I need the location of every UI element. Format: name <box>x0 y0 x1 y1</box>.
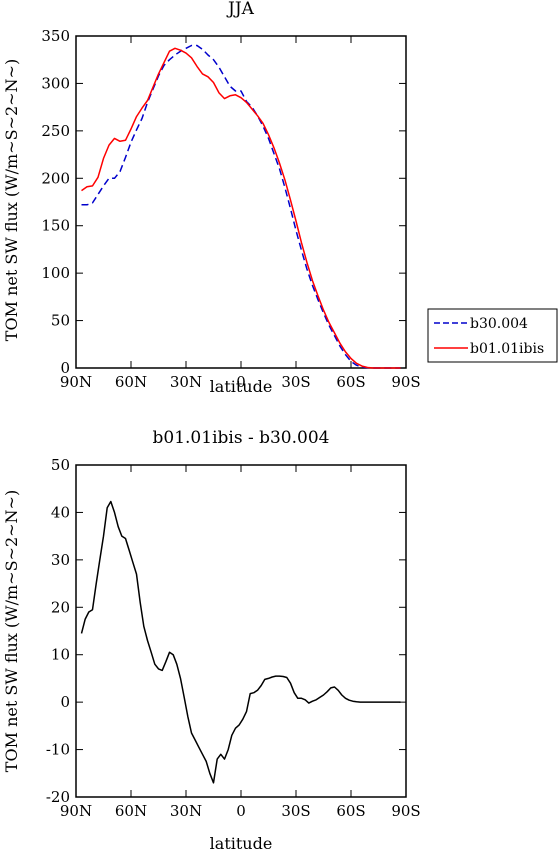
top-y-axis-label: TOM net SW flux (W/m~S~2~N~) <box>2 59 21 341</box>
bottom-x-tick-label: 60S <box>336 802 365 820</box>
bottom-y-axis: -20 -10 0 10 20 30 40 50 <box>46 456 406 806</box>
bottom-chart-title: b01.01ibis - b30.004 <box>153 428 330 448</box>
bottom-x-tick-label: 60N <box>115 802 147 820</box>
top-y-tick-label: 150 <box>41 217 70 235</box>
bottom-x-axis-label: latitude <box>210 834 273 851</box>
top-series-line-b30-004 <box>81 44 401 369</box>
top-panel: JJA 0 50 100 150 200 250 300 350 90N 60N 30N 0 30S 6… <box>2 0 421 396</box>
bottom-x-tick-label: 30N <box>170 802 202 820</box>
bottom-series-line-difference <box>80 500 401 784</box>
bottom-plot-lines <box>80 500 401 784</box>
bottom-plot-frame <box>75 464 407 798</box>
top-x-tick-label: 90N <box>60 373 92 391</box>
top-x-tick-label: 90S <box>391 373 420 391</box>
bottom-y-tick-label: 20 <box>51 598 70 616</box>
legend-label-b30: b30.004 <box>470 316 528 332</box>
bottom-y-tick-label: 40 <box>51 503 70 521</box>
top-y-tick-label: 100 <box>41 264 70 282</box>
top-y-tick-label: 200 <box>41 169 70 187</box>
top-x-tick-label: 60S <box>336 373 365 391</box>
top-x-tick-label: 0 <box>236 373 246 391</box>
top-y-tick-label: 300 <box>41 74 70 92</box>
top-y-tick-label: 0 <box>60 359 70 377</box>
legend: b30.004 b01.01ibis <box>427 308 558 363</box>
top-plot-frame <box>75 35 407 369</box>
top-chart-title: JJA <box>226 0 255 19</box>
bottom-y-tick-label: 30 <box>51 551 70 569</box>
bottom-x-tick-label: 90N <box>60 802 92 820</box>
top-y-tick-label: 50 <box>51 312 70 330</box>
bottom-x-tick-label: 30S <box>281 802 310 820</box>
top-x-tick-label: 30N <box>170 373 202 391</box>
bottom-y-tick-label: 10 <box>51 646 70 664</box>
top-x-tick-label: 30S <box>281 373 310 391</box>
top-y-tick-label: 250 <box>41 122 70 140</box>
bottom-panel: b01.01ibis - b30.004 -20 -10 0 10 20 30 40 50 9… <box>2 428 421 851</box>
top-x-tick-label: 60N <box>115 373 147 391</box>
bottom-x-axis: 90N 60N 30N 0 30S 60S 90S <box>60 465 421 820</box>
top-y-tick-label: 350 <box>41 27 70 45</box>
top-y-axis: 0 50 100 150 200 250 300 350 <box>41 27 406 377</box>
bottom-x-tick-label: 0 <box>236 802 246 820</box>
legend-box <box>427 308 558 363</box>
top-series-line-b01-01ibis <box>81 47 401 369</box>
top-x-axis-label: latitude <box>210 377 273 396</box>
top-plot-lines <box>81 44 401 369</box>
bottom-y-tick-label: 0 <box>60 693 70 711</box>
legend-label-ibis: b01.01ibis <box>470 341 544 357</box>
bottom-y-tick-label: -20 <box>46 788 70 806</box>
bottom-y-axis-label: TOM net SW flux (W/m~S~2~N~) <box>2 490 21 772</box>
bottom-y-tick-label: -10 <box>46 741 70 759</box>
bottom-x-tick-label: 90S <box>391 802 420 820</box>
top-x-axis: 90N 60N 30N 0 30S 60S 90S <box>60 36 421 391</box>
bottom-y-tick-label: 50 <box>51 456 70 474</box>
